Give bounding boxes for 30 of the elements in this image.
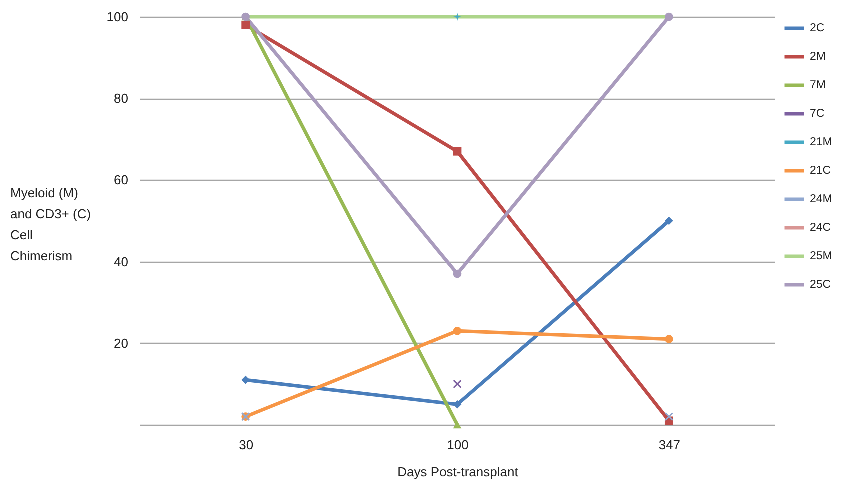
legend-label: 25M [810,250,832,262]
y-axis-title: Myeloid (M) and CD3+ (C) Cell Chimerism [10,186,92,264]
legend-label: 24C [810,222,832,234]
point [453,326,462,336]
legend-label: 2C [810,22,825,34]
point [664,335,674,344]
point [242,20,250,30]
legend-label: 7M [810,80,826,92]
y-tick-label: 60 [114,172,128,188]
point [453,147,462,156]
x-tick-label: 30 [239,438,254,452]
point [453,270,462,278]
y-tick-label: 100 [106,10,128,24]
x-axis-title: Days Post-transplant [398,464,519,480]
y-tick-label: 20 [114,336,128,351]
legend-label: 24M [810,194,832,206]
point [453,12,462,22]
y-tick-label: 40 [114,254,128,270]
x-tick-label: 100 [447,438,469,452]
legend-label: 2M [810,51,826,63]
y-tick-label: 80 [114,91,128,106]
legend-label: 25C [810,279,832,291]
point [664,216,674,226]
legend-label: 7C [810,108,825,120]
point [453,380,462,388]
point [664,412,674,422]
x-tick-label: 347 [658,438,681,452]
point [664,12,674,22]
legend-label: 21M [810,136,832,148]
legend-label: 21C [810,165,832,177]
